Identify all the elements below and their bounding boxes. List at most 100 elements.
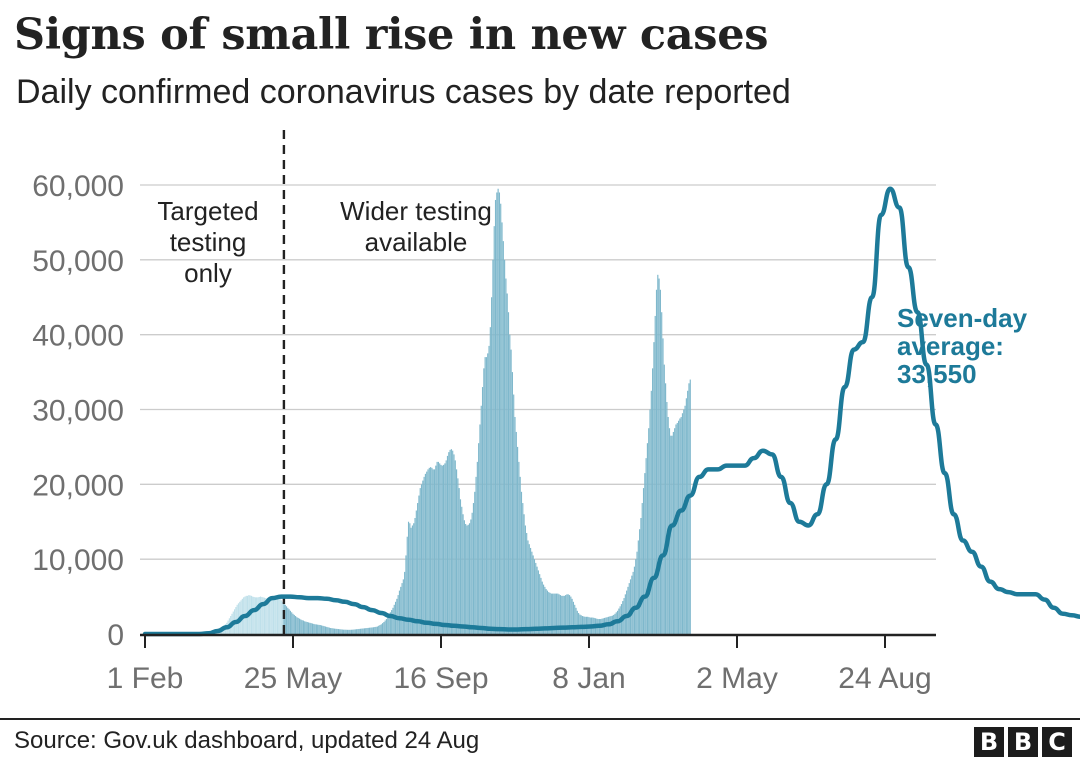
daily-bar: [302, 620, 304, 634]
daily-bar: [626, 590, 628, 634]
daily-bar: [262, 597, 264, 634]
daily-bar: [443, 464, 445, 634]
daily-bar: [637, 540, 639, 634]
daily-bar: [633, 566, 636, 634]
daily-bar: [440, 464, 442, 634]
daily-bar: [349, 629, 351, 634]
daily-bar: [393, 604, 395, 634]
daily-bar: [680, 416, 682, 634]
daily-bar: [413, 523, 415, 634]
daily-bar: [665, 383, 667, 634]
daily-bar: [580, 615, 582, 634]
daily-bar: [398, 590, 401, 634]
daily-bar: [285, 606, 288, 634]
daily-bar: [570, 596, 572, 634]
daily-bar: [642, 488, 645, 634]
daily-bar: [378, 625, 380, 634]
daily-bar: [343, 629, 345, 634]
daily-bar: [561, 595, 563, 634]
daily-bar: [401, 583, 403, 634]
daily-bar: [535, 562, 537, 634]
daily-bar: [672, 431, 674, 634]
daily-bar: [497, 188, 499, 634]
daily-bar: [498, 192, 501, 634]
daily-bar: [677, 420, 680, 634]
daily-bar: [405, 555, 407, 634]
daily-bar: [546, 590, 549, 634]
daily-bar: [332, 628, 334, 634]
annotation-targeted-testing: testing: [170, 227, 247, 257]
daily-bar: [306, 622, 308, 634]
daily-bar: [476, 461, 478, 634]
daily-bar: [411, 525, 414, 634]
daily-bar: [683, 409, 685, 634]
daily-bar: [466, 525, 468, 634]
daily-bar: [480, 405, 482, 634]
daily-bar: [371, 627, 373, 634]
daily-bar: [518, 461, 520, 634]
daily-bar: [339, 629, 341, 634]
daily-bar: [650, 390, 652, 634]
daily-bar: [407, 521, 410, 634]
daily-bar: [292, 613, 294, 634]
annotation-targeted-testing: only: [184, 258, 232, 288]
daily-bar: [565, 595, 567, 634]
daily-bar: [458, 488, 460, 634]
daily-bar: [310, 623, 312, 634]
daily-bar: [666, 402, 668, 634]
daily-bar: [488, 345, 490, 634]
daily-bar: [629, 579, 632, 634]
daily-bar: [366, 628, 368, 634]
daily-bar: [542, 584, 545, 634]
daily-bar: [404, 571, 406, 634]
daily-bar: [327, 627, 329, 634]
daily-bar: [441, 465, 443, 634]
daily-bar: [384, 620, 386, 634]
daily-bar: [472, 503, 475, 634]
daily-bar: [552, 593, 554, 634]
daily-bar: [635, 559, 637, 634]
daily-bar: [348, 629, 350, 634]
daily-bar: [657, 274, 659, 634]
daily-bar: [532, 555, 534, 634]
logo-letter-3: C: [1042, 727, 1072, 757]
daily-bar: [545, 589, 547, 634]
daily-bar: [455, 469, 458, 634]
y-tick-label: 40,000: [32, 320, 124, 353]
chart-plot: 0 10,000 20,000 30,000 40,000 50,000 60,000 1 F…: [32, 130, 1080, 695]
daily-bar: [474, 491, 476, 634]
seven-day-average-line: [142, 186, 1080, 637]
daily-bar: [670, 435, 672, 634]
daily-bar: [381, 623, 384, 634]
daily-bar: [385, 619, 388, 634]
daily-bar: [336, 628, 338, 634]
daily-bar: [301, 620, 303, 634]
daily-bar: [361, 628, 363, 634]
annotation-seven-day-average: Seven-day: [897, 303, 1028, 333]
daily-bar: [479, 424, 481, 634]
daily-bar: [575, 607, 577, 634]
logo-letter-2: B: [1008, 727, 1038, 757]
daily-bar: [445, 460, 447, 634]
daily-bar: [309, 622, 311, 634]
daily-bar: [676, 422, 678, 634]
daily-bar: [328, 627, 330, 634]
daily-bar: [293, 614, 295, 634]
daily-bar: [305, 621, 307, 634]
daily-bar: [427, 469, 429, 634]
daily-bar: [539, 574, 541, 634]
daily-bar: [467, 524, 469, 634]
daily-bar: [509, 334, 511, 634]
daily-bar: [661, 312, 663, 634]
x-tick-label: 2 May: [696, 662, 778, 695]
daily-bar: [379, 625, 381, 634]
daily-bar: [300, 619, 302, 634]
daily-bar: [315, 624, 317, 634]
daily-bar: [346, 629, 349, 634]
daily-bar: [514, 416, 516, 634]
daily-bar: [540, 577, 542, 634]
daily-bar: [549, 592, 551, 634]
y-tick-label: 50,000: [32, 245, 124, 278]
daily-bar: [389, 612, 391, 634]
footer-rule: [0, 718, 1080, 720]
